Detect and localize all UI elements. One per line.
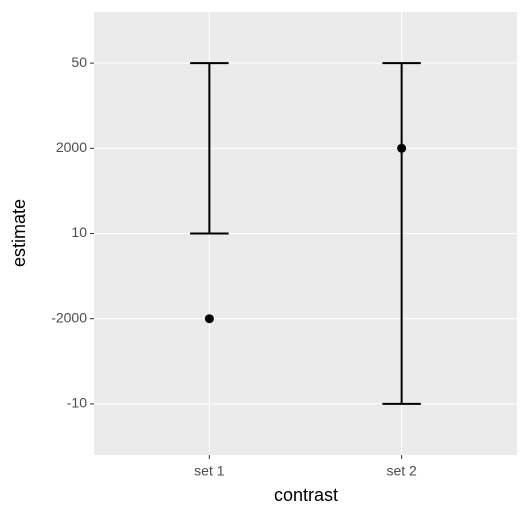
point bbox=[397, 143, 407, 153]
y-axis-title: estimate bbox=[9, 199, 29, 267]
x-tick-label: set 1 bbox=[194, 463, 225, 479]
y-tick-label: 10 bbox=[71, 224, 87, 240]
x-tick-label: set 2 bbox=[386, 463, 417, 479]
y-tick-label: -2000 bbox=[51, 309, 87, 325]
y-tick-label: 2000 bbox=[56, 139, 87, 155]
y-tick-label: -10 bbox=[67, 395, 87, 411]
y-tick-label: 50 bbox=[71, 54, 87, 70]
point bbox=[204, 314, 214, 324]
x-axis-title: contrast bbox=[274, 485, 338, 505]
